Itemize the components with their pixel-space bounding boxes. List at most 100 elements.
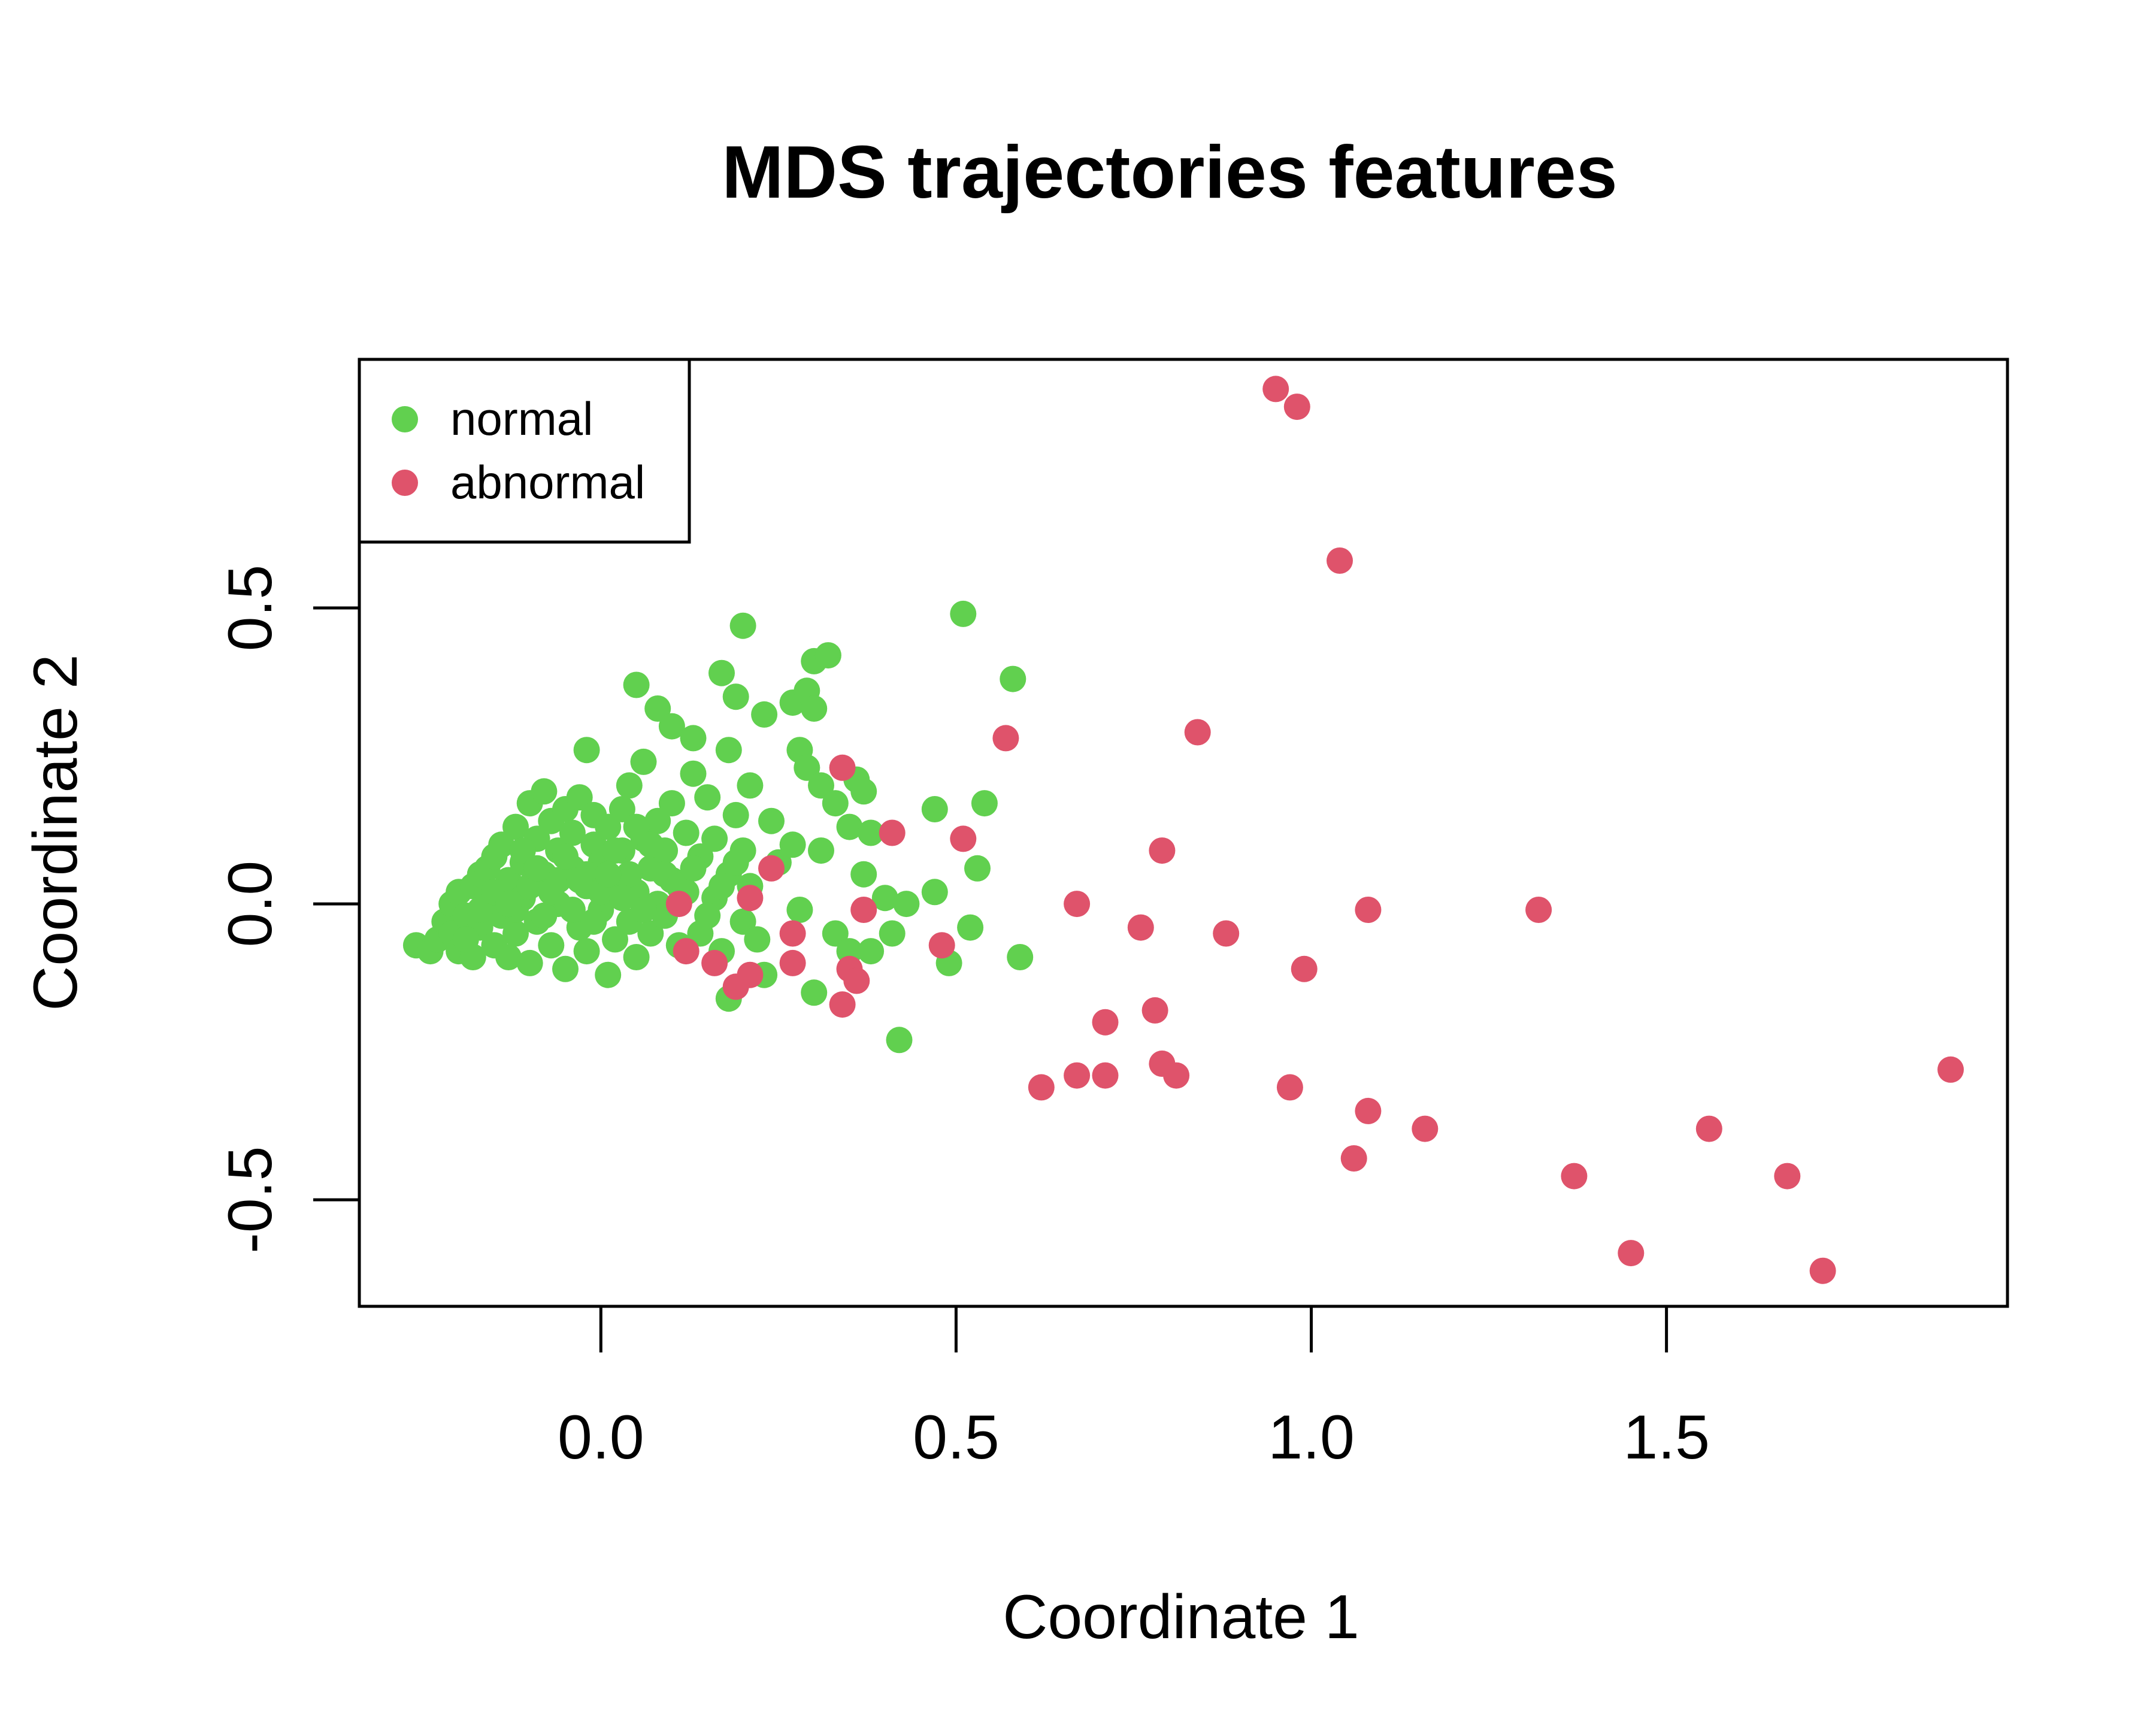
abnormal-point xyxy=(829,991,856,1018)
normal-point xyxy=(722,801,749,828)
abnormal-point xyxy=(843,967,870,994)
normal-point xyxy=(637,831,664,858)
normal-point xyxy=(893,891,920,918)
abnormal-point xyxy=(673,938,700,965)
normal-point xyxy=(616,861,643,888)
normal-point xyxy=(822,920,849,947)
x-tick-label: 0.5 xyxy=(913,1403,1000,1472)
normal-point xyxy=(779,831,806,858)
normal-point xyxy=(467,897,493,923)
normal-point xyxy=(964,855,991,882)
abnormal-point xyxy=(1028,1074,1055,1101)
normal-point xyxy=(722,683,749,710)
normal-point xyxy=(737,772,764,799)
abnormal-point xyxy=(1283,394,1310,420)
abnormal-point xyxy=(1127,914,1154,941)
normal-point xyxy=(495,891,522,918)
normal-point xyxy=(488,831,515,858)
normal-point xyxy=(758,807,785,834)
normal-point xyxy=(801,979,828,1006)
normal-point xyxy=(822,790,849,817)
normal-point xyxy=(729,908,756,935)
abnormal-point xyxy=(779,949,806,976)
x-axis-label: Coordinate 1 xyxy=(1003,1582,1359,1652)
normal-point xyxy=(921,796,948,822)
normal-point xyxy=(694,784,721,811)
normal-point xyxy=(552,843,579,870)
normal-point xyxy=(751,701,778,728)
normal-point xyxy=(708,659,735,686)
normal-point xyxy=(516,949,543,976)
x-tick-label: 1.0 xyxy=(1268,1403,1355,1472)
normal-point xyxy=(708,873,735,900)
normal-point xyxy=(552,955,579,982)
abnormal-point xyxy=(701,949,728,976)
abnormal-point xyxy=(928,932,955,959)
normal-point xyxy=(623,671,650,698)
normal-point xyxy=(644,695,671,722)
legend-label-normal: normal xyxy=(450,392,593,445)
abnormal-point xyxy=(1064,891,1091,918)
normal-point xyxy=(808,837,834,864)
normal-point xyxy=(623,813,650,840)
abnormal-point xyxy=(1355,1097,1382,1124)
abnormal-point xyxy=(1276,1074,1303,1101)
normal-point xyxy=(509,837,536,864)
normal-point xyxy=(694,902,721,929)
normal-point xyxy=(495,944,522,970)
normal-point xyxy=(538,932,565,959)
x-tick-label: 0.0 xyxy=(558,1403,644,1472)
normal-point xyxy=(580,908,607,935)
normal-point xyxy=(595,861,622,888)
normal-point xyxy=(644,807,671,834)
abnormal-point xyxy=(1561,1163,1588,1190)
abnormal-point xyxy=(1291,955,1318,982)
abnormal-point xyxy=(737,885,764,912)
legend-marker-abnormal xyxy=(392,470,418,496)
normal-point xyxy=(794,754,820,781)
normal-point xyxy=(836,813,863,840)
abnormal-point xyxy=(1262,376,1289,402)
normal-point xyxy=(531,902,558,929)
normal-point xyxy=(502,813,529,840)
normal-point xyxy=(1000,665,1026,692)
normal-point xyxy=(658,713,685,740)
normal-point xyxy=(971,790,998,817)
abnormal-point xyxy=(1340,1145,1367,1172)
normal-point xyxy=(950,600,977,627)
abnormal-point xyxy=(1355,897,1382,923)
normal-point xyxy=(531,778,558,805)
normal-point xyxy=(921,879,948,906)
abnormal-point xyxy=(1213,920,1240,947)
normal-point xyxy=(850,861,877,888)
normal-point xyxy=(573,737,600,764)
abnormal-point xyxy=(950,825,977,852)
normal-point xyxy=(744,926,771,953)
normal-point xyxy=(886,1027,913,1054)
y-axis: -0.5 0.0 0.5 xyxy=(216,565,361,1254)
legend-marker-normal xyxy=(392,406,418,432)
normal-point xyxy=(715,737,742,764)
abnormal-point xyxy=(1092,1062,1119,1089)
abnormal-point xyxy=(1525,897,1552,923)
normal-point xyxy=(630,897,657,923)
abnormal-point xyxy=(779,920,806,947)
normal-point xyxy=(729,612,756,639)
normal-point xyxy=(573,938,600,965)
abnormal-point xyxy=(722,973,749,1000)
abnormal-point xyxy=(1618,1240,1645,1267)
abnormal-point xyxy=(1412,1115,1439,1142)
legend-label-abnormal: abnormal xyxy=(450,456,645,509)
abnormal-point xyxy=(1141,997,1168,1024)
chart-title: MDS trajectories features xyxy=(722,131,1617,214)
normal-point xyxy=(538,879,565,906)
normal-point xyxy=(879,920,906,947)
abnormal-point xyxy=(1327,547,1353,574)
normal-point xyxy=(957,914,984,941)
normal-point xyxy=(858,938,885,965)
normal-point xyxy=(680,725,707,752)
normal-point xyxy=(595,813,622,840)
normal-point xyxy=(602,926,628,953)
legend-box xyxy=(358,358,691,544)
